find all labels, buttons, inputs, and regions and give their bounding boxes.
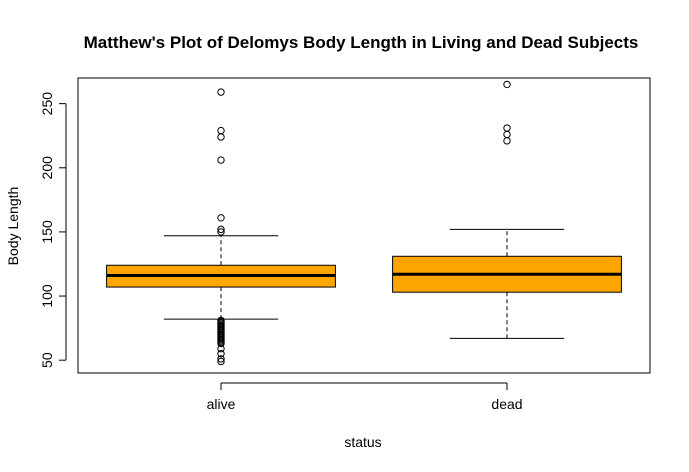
box-alive [106,88,336,366]
y-tick-label: 50 [39,352,55,368]
outlier-point [217,88,225,96]
x-axis: alive dead [207,382,523,412]
outlier-point [503,130,511,139]
outlier-point [217,344,225,353]
x-tick-label: alive [207,396,236,412]
x-axis-label: status [344,434,381,450]
plot-frame [77,77,651,374]
box-series [106,80,622,366]
outlier-point [503,137,511,145]
box-dead [392,80,622,339]
outlier-point [217,339,225,348]
chart-title: Matthew's Plot of Delomys Body Length in… [84,33,639,52]
outlier-point [217,225,225,234]
y-axis-label: Body Length [5,187,21,266]
y-axis: 50 100 150 200 250 [39,92,67,368]
outlier-point [217,350,225,358]
outlier-point [503,124,511,132]
outlier-point [217,156,225,164]
outlier-point [217,133,225,141]
outlier-point [503,80,511,89]
outlier-point [217,214,225,222]
outlier-point [217,357,225,366]
y-tick-label: 250 [39,92,55,116]
outlier-point [217,126,225,135]
y-tick-label: 200 [39,156,55,180]
outlier-point [217,355,225,363]
outlier-point [217,228,225,236]
y-tick-label: 100 [39,284,55,308]
y-tick-label: 150 [39,220,55,244]
x-tick-label: dead [491,396,522,412]
